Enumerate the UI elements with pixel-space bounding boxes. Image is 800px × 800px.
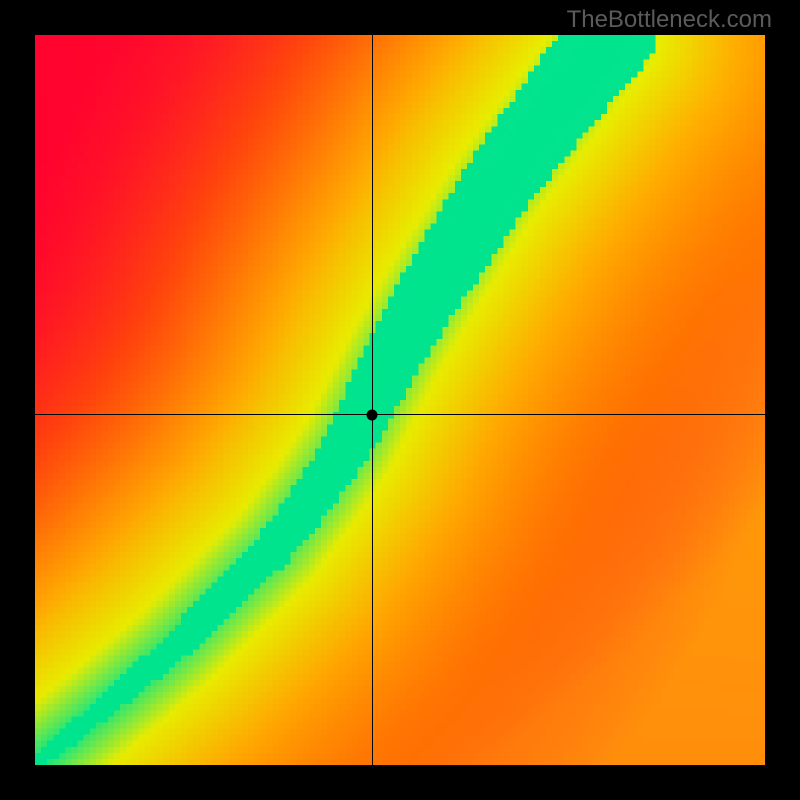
crosshair-vertical xyxy=(372,35,373,765)
current-point-marker xyxy=(367,409,378,420)
bottleneck-heatmap xyxy=(35,35,765,765)
crosshair-horizontal xyxy=(35,414,765,415)
watermark-label: TheBottleneck.com xyxy=(567,6,772,34)
chart-container: TheBottleneck.com xyxy=(0,0,800,800)
